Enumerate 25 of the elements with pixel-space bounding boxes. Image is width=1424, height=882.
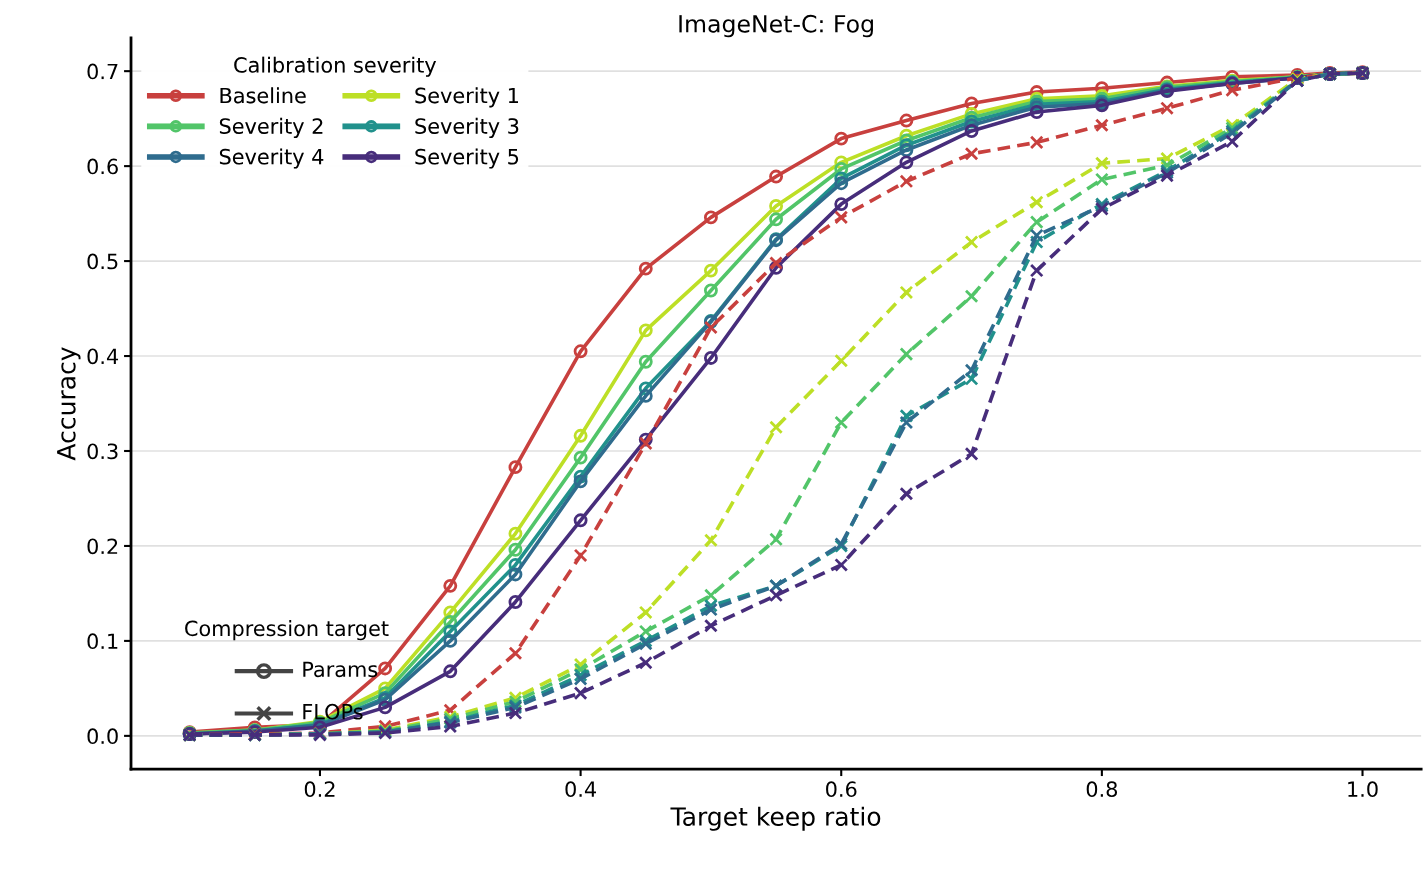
y-tick-label: 0.2 (87, 538, 118, 555)
annotation: Compression target (185, 620, 389, 641)
legend-title: Calibration severity (234, 56, 437, 77)
x-tick-label: 0.8 (1086, 781, 1118, 798)
x-tick-label: 0.4 (565, 781, 596, 798)
chart-title: ImageNet-C: Fog (679, 14, 873, 38)
y-tick-label: 0.4 (87, 348, 119, 365)
legend-label: Severity 4 (219, 148, 324, 169)
legend-label: Severity 5 (415, 148, 519, 169)
y-axis-title: Accuracy (57, 347, 81, 461)
annotation: Params (303, 661, 378, 678)
legend-label: Baseline (220, 87, 306, 104)
x-tick-label: 1.0 (1348, 781, 1378, 798)
y-tick-label: 0.6 (87, 158, 118, 175)
legend-label: Severity 2 (219, 117, 323, 138)
y-tick-label: 0.1 (87, 633, 118, 650)
x-tick-label: 0.6 (826, 781, 857, 798)
legend-label: Severity 1 (415, 87, 519, 108)
y-tick-label: 0.0 (87, 728, 118, 745)
y-tick-label: 0.5 (87, 253, 118, 270)
x-tick-label: 0.2 (304, 781, 335, 798)
y-tick-label: 0.3 (87, 443, 118, 460)
y-tick-label: 0.7 (87, 63, 118, 80)
x-axis-title: Target keep ratio (670, 806, 881, 831)
legend-label: Severity 3 (415, 117, 519, 138)
